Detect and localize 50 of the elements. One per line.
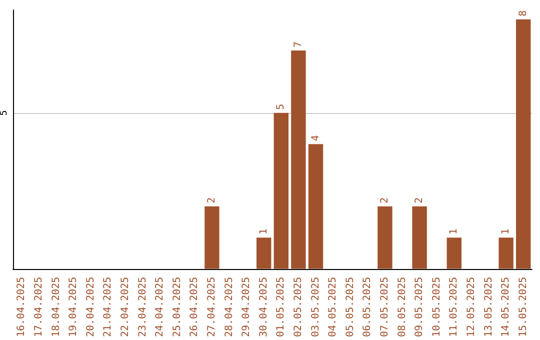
- x-tick-label: 09.05.2025: [414, 276, 426, 338]
- data-label: 1: [258, 228, 270, 235]
- x-tick-label: 27.04.2025: [206, 276, 218, 338]
- x-tick-label: 21.04.2025: [102, 276, 114, 338]
- x-tick-label: 15.05.2025: [518, 276, 529, 338]
- x-tick-label: 04.05.2025: [328, 276, 339, 338]
- x-tick-label: 25.04.2025: [172, 276, 183, 338]
- x-tick-label: 29.04.2025: [241, 276, 252, 338]
- x-tick-label: 13.05.2025: [483, 276, 494, 338]
- bar: [308, 144, 324, 269]
- x-tick-label: 12.05.2025: [466, 276, 477, 338]
- x-tick-label: 03.05.2025: [310, 276, 322, 338]
- x-tick-label: 17.04.2025: [33, 276, 44, 338]
- data-label: 4: [310, 135, 322, 142]
- x-tick-label: 22.04.2025: [120, 276, 131, 338]
- x-tick-label: 05.05.2025: [344, 276, 356, 338]
- x-tick-label: 06.05.2025: [362, 276, 374, 338]
- x-tick-label: 18.04.2025: [50, 276, 62, 338]
- x-tick-label: 19.04.2025: [68, 276, 80, 338]
- bar: [291, 50, 306, 269]
- bar: [274, 112, 289, 269]
- data-label: 2: [379, 197, 390, 204]
- bar: [446, 238, 462, 269]
- bar: [498, 238, 514, 269]
- data-label: 1: [500, 228, 512, 235]
- data-label: 7: [292, 42, 304, 48]
- x-tick-label: 20.04.2025: [85, 276, 96, 338]
- data-label: 1: [448, 228, 460, 235]
- x-tick-label: 28.04.2025: [224, 276, 235, 338]
- x-tick-label: 30.04.2025: [258, 276, 270, 338]
- bar: [204, 206, 220, 269]
- x-tick-label: 02.05.2025: [292, 276, 304, 338]
- bar: [378, 206, 392, 269]
- x-tick-label: 23.04.2025: [137, 276, 148, 338]
- data-label: 5: [276, 104, 287, 110]
- x-tick-label: 14.05.2025: [500, 276, 512, 338]
- data-label: 2: [206, 197, 218, 204]
- data-label: 2: [414, 197, 426, 204]
- bar: [516, 19, 531, 269]
- x-tick-label: 16.04.2025: [16, 276, 28, 338]
- bar: [256, 238, 272, 269]
- x-tick-label: 11.05.2025: [448, 276, 460, 338]
- x-tick-label: 07.05.2025: [379, 276, 390, 338]
- x-tick-label: 10.05.2025: [431, 276, 442, 338]
- x-tick-label: 26.04.2025: [189, 276, 200, 338]
- x-tick-label: 24.04.2025: [154, 276, 166, 338]
- data-label: 8: [518, 10, 529, 16]
- bar: [412, 206, 427, 269]
- x-tick-label: 01.05.2025: [276, 276, 287, 338]
- x-tick-label: 08.05.2025: [396, 276, 408, 338]
